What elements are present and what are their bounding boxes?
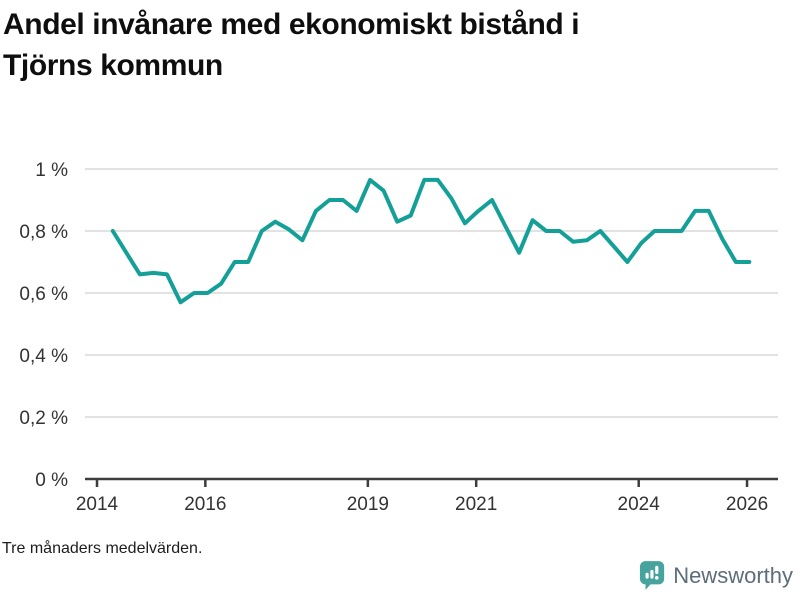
page-title: Andel invånare med ekonomiskt bistånd i T… [3, 4, 783, 87]
x-axis-tick-label: 2019 [347, 494, 389, 515]
y-axis-tick-label: 0,2 % [19, 408, 68, 429]
x-axis-tick-label: 2026 [726, 494, 768, 515]
x-axis-tick-label: 2016 [184, 494, 226, 515]
newsworthy-logo[interactable]: Newsworthy [639, 560, 793, 591]
data-line-series [110, 177, 752, 305]
y-axis-tick-label: 0,8 % [19, 222, 68, 243]
page-title-line-2: Tjörns kommun [3, 49, 223, 83]
bar-chart-speech-bubble-icon [640, 561, 665, 590]
y-axis-tick-label: 0 % [35, 470, 68, 491]
brand-name: Newsworthy [673, 562, 793, 588]
page-title-line-1: Andel invånare med ekonomiskt bistånd i [3, 8, 580, 41]
y-axis-tick-label: 0,4 % [19, 346, 68, 367]
x-axis-tick-label: 2021 [455, 494, 497, 515]
y-axis-tick-label: 0,6 % [19, 284, 68, 305]
x-axis-tick-label: 2014 [76, 494, 119, 515]
x-axis-tick-label: 2024 [618, 494, 661, 515]
chart-footnote: Tre månaders medelvärden. [2, 540, 203, 557]
y-axis-tick-label: 1 % [35, 160, 68, 181]
